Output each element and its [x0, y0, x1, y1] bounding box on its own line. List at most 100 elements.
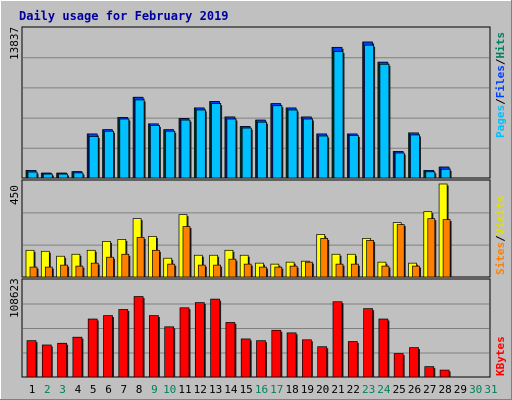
x-tick-label: 19: [301, 383, 314, 396]
x-tick-label: 29: [454, 383, 467, 396]
x-tick-label: 2: [44, 383, 51, 396]
kbytes-bar: [149, 315, 159, 378]
sites-bar: [228, 258, 237, 278]
sites-bar: [213, 264, 221, 278]
x-tick-label: 23: [362, 383, 375, 396]
pages-bar: [165, 130, 176, 179]
kbytes-bar: [133, 296, 144, 378]
kbytes-bar: [378, 318, 389, 378]
pages-bar: [211, 103, 221, 179]
sites-bar: [350, 263, 359, 278]
kbytes-bar: [72, 336, 83, 378]
x-tick-label: 28: [438, 383, 451, 396]
sites-bar: [243, 263, 252, 278]
kbytes-bar: [317, 346, 328, 378]
x-tick-label: 8: [136, 383, 143, 396]
pages-bar: [257, 121, 267, 179]
x-tick-label: 27: [423, 383, 436, 396]
pages-bar: [180, 119, 191, 179]
sites-bar: [106, 256, 114, 278]
chart-title: Daily usage for February 2019: [19, 9, 229, 23]
sites-bar: [427, 218, 436, 278]
sites-bar: [90, 262, 99, 278]
pages-bar: [287, 109, 298, 179]
legend-hits: Hits: [494, 32, 507, 59]
x-tick-label: 7: [120, 383, 127, 396]
x-tick-label: 11: [178, 383, 191, 396]
ymax-label-top: 13837: [8, 27, 21, 60]
kbytes-bar: [57, 342, 67, 378]
sites-bar: [381, 265, 390, 278]
kbytes-bar: [286, 332, 297, 378]
kbytes-bar: [87, 318, 98, 378]
kbytes-bar: [424, 366, 435, 378]
panel-sites-visits: [21, 179, 491, 278]
kbytes-bar: [179, 307, 190, 378]
sites-bar: [442, 219, 451, 278]
sites-bar: [259, 266, 267, 278]
x-tick-label: 13: [209, 383, 222, 396]
legend-kbytes: KBytes: [494, 336, 507, 376]
legend-files: Files: [494, 65, 507, 98]
pages-bar: [134, 99, 145, 179]
kbytes-bar: [409, 347, 419, 378]
kbytes-bar: [256, 340, 266, 378]
x-tick-label: 3: [59, 383, 66, 396]
x-tick-label: 12: [194, 383, 207, 396]
sites-bar: [289, 265, 298, 278]
sites-bar: [197, 264, 206, 278]
kbytes-bar: [271, 329, 282, 378]
pages-bar: [425, 171, 436, 179]
legend-sites: Sites: [494, 242, 507, 275]
sites-bar: [29, 266, 38, 278]
sites-bar: [320, 238, 329, 278]
legend-pages: Pages: [494, 105, 507, 138]
kbytes-bar: [194, 302, 205, 378]
bars: [25, 41, 452, 378]
kbytes-bar: [118, 309, 129, 378]
sites-bar: [412, 265, 420, 278]
pages-bar: [119, 118, 130, 179]
sites-bar: [60, 264, 68, 278]
kbytes-bar: [103, 315, 113, 378]
x-tick-label: 18: [285, 383, 298, 396]
legend-visits: Visits: [494, 196, 507, 236]
legend-pages-files-hits: Pages/Files/Hits: [494, 32, 507, 138]
x-tick-label: 25: [393, 383, 406, 396]
pages-bar: [348, 135, 359, 179]
x-tick-label: 1: [29, 383, 36, 396]
sites-bar: [274, 266, 283, 278]
x-tick-label: 22: [347, 383, 360, 396]
x-tick-label: 31: [484, 383, 497, 396]
kbytes-bar: [332, 301, 343, 378]
pages-bar: [58, 173, 68, 179]
pages-bar: [303, 118, 313, 179]
sites-bar: [396, 224, 405, 278]
kbytes-bar: [164, 326, 175, 378]
pages-bar: [150, 125, 160, 179]
gridlines: [23, 57, 489, 354]
kbytes-bar: [225, 322, 236, 378]
sites-bar: [167, 263, 176, 278]
kbytes-bar: [26, 340, 37, 378]
legend-sites-visits: Sites/Visits: [494, 196, 507, 276]
legend-sep-1: /: [494, 98, 507, 105]
x-tick-label: 30: [469, 383, 482, 396]
pages-bar: [379, 63, 390, 179]
x-tick-label: 4: [75, 383, 82, 396]
sites-bar: [121, 253, 130, 278]
pages-bar: [333, 51, 344, 179]
x-axis-labels: 1 2 3 4 5 6 7 8 9 10 11 12 13 14 15 16 17 18 19 20 21 22 23 24 2…: [29, 383, 498, 396]
pages-bar: [195, 109, 206, 179]
sites-bar: [366, 240, 374, 278]
ymax-label-middle: 450: [8, 185, 21, 205]
x-tick-label: 9: [151, 383, 158, 396]
pages-bar: [27, 171, 38, 179]
pages-bar: [440, 168, 451, 179]
ymax-label-bottom: 108623: [8, 278, 21, 318]
pages-bar: [88, 136, 99, 179]
x-tick-label: 17: [270, 383, 283, 396]
kbytes-bar: [363, 308, 373, 378]
kbytes-bar: [302, 339, 312, 378]
x-tick-label: 5: [90, 383, 97, 396]
